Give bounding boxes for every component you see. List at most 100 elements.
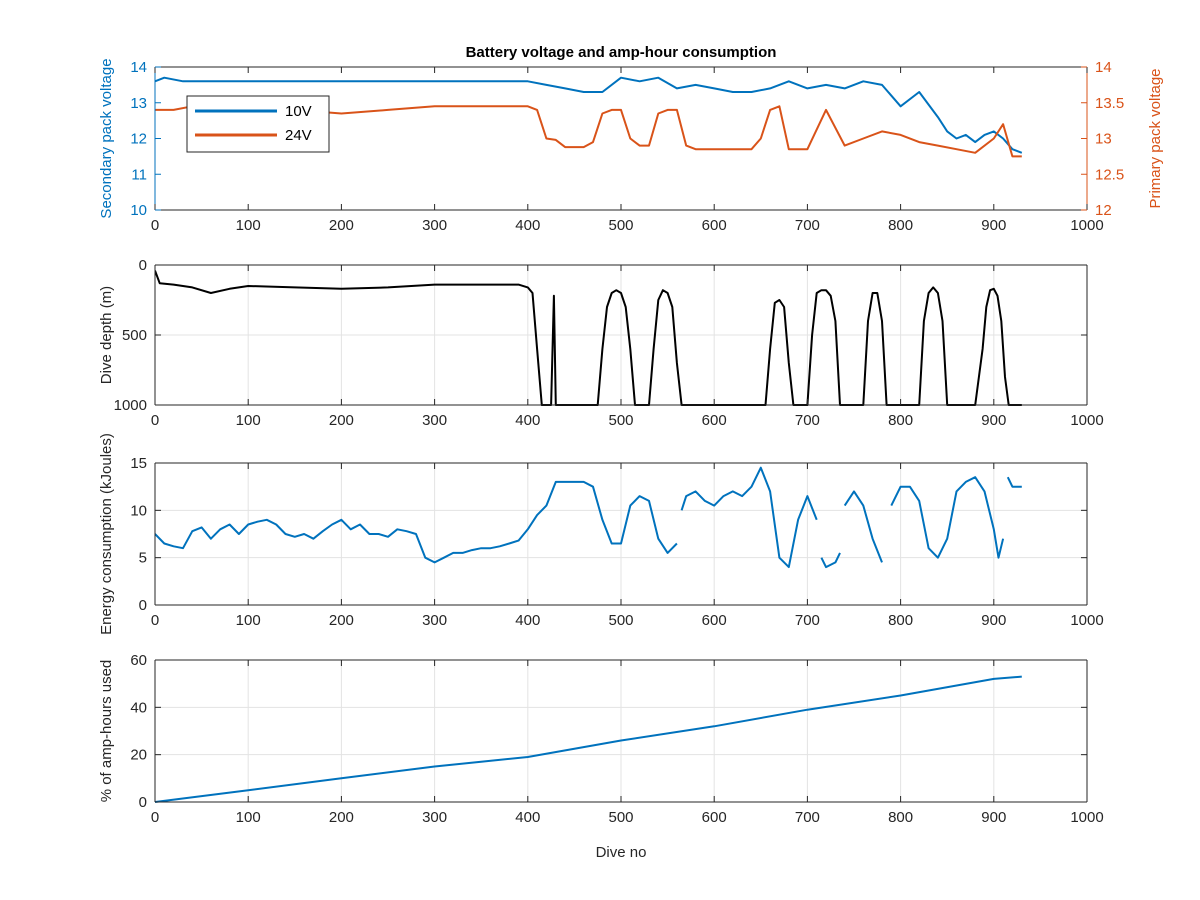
plot-panel-1: 0 100 200 300 400 500 600 700 800 900 1000 10 11 12 13… — [98, 58, 1164, 234]
x-tick-label: 300 — [422, 809, 447, 826]
x-tick: 0 — [151, 463, 159, 629]
x-tick-label: 900 — [981, 217, 1006, 234]
x-tick: 100 — [236, 265, 261, 429]
x-tick-label: 500 — [608, 217, 633, 234]
y-tick: 0 — [139, 794, 1087, 811]
y-tick: 11 — [131, 166, 161, 183]
x-tick: 700 — [795, 265, 820, 429]
x-tick: 300 — [422, 67, 447, 234]
x-tick: 800 — [888, 67, 913, 234]
y-tick-label: 1000 — [114, 397, 147, 414]
x-tick: 900 — [981, 660, 1006, 826]
x-tick: 200 — [329, 660, 354, 826]
x-tick-label: 300 — [422, 412, 447, 429]
figure-title: Battery voltage and amp-hour consumption — [466, 44, 777, 61]
y-right-tick-label: 14 — [1095, 59, 1112, 76]
x-tick-label: 600 — [702, 809, 727, 826]
x-tick: 700 — [795, 67, 820, 234]
x-tick-label: 800 — [888, 217, 913, 234]
x-tick-label: 100 — [236, 412, 261, 429]
x-tick: 100 — [236, 660, 261, 826]
x-tick-label: 400 — [515, 809, 540, 826]
x-tick: 400 — [515, 265, 540, 429]
x-tick: 700 — [795, 463, 820, 629]
x-tick-label: 700 — [795, 217, 820, 234]
x-tick: 0 — [151, 265, 159, 429]
x-tick-label: 1000 — [1070, 809, 1103, 826]
y-tick-label: 0 — [139, 257, 147, 274]
y-right-tick: 12.5 — [1081, 166, 1124, 183]
x-tick: 300 — [422, 265, 447, 429]
x-tick-label: 400 — [515, 217, 540, 234]
x-tick-label: 600 — [702, 612, 727, 629]
x-tick: 900 — [981, 67, 1006, 234]
x-tick-label: 200 — [329, 809, 354, 826]
x-tick: 700 — [795, 660, 820, 826]
y-tick: 20 — [130, 747, 1087, 764]
x-tick: 300 — [422, 463, 447, 629]
legend-label: 10V — [285, 103, 312, 120]
y-right-tick-label: 13 — [1095, 131, 1112, 148]
x-tick-label: 1000 — [1070, 412, 1103, 429]
y-tick: 0 — [139, 597, 1087, 614]
x-tick: 500 — [608, 463, 634, 629]
x-tick-label: 700 — [795, 612, 820, 629]
y-tick-label: 11 — [131, 166, 147, 183]
x-tick: 300 — [422, 660, 447, 826]
x-tick-label: 1000 — [1070, 612, 1103, 629]
x-tick-label: 900 — [981, 612, 1006, 629]
x-tick: 600 — [702, 265, 727, 429]
x-tick: 600 — [702, 463, 727, 629]
x-tick: 800 — [888, 265, 913, 429]
x-tick: 1000 — [1070, 660, 1104, 826]
x-tick-label: 700 — [795, 809, 820, 826]
x-tick: 900 — [981, 463, 1006, 629]
y-tick-label: 0 — [139, 794, 147, 811]
series-line-data — [155, 466, 1022, 569]
y-axis-label: Secondary pack voltage — [98, 58, 115, 218]
y-tick: 40 — [130, 699, 1087, 716]
x-tick: 0 — [151, 67, 159, 234]
x-tick-label: 400 — [515, 612, 540, 629]
x-tick: 400 — [515, 67, 540, 234]
x-tick: 0 — [151, 660, 159, 826]
plot-panel-2: 0 100 200 300 400 500 600 700 800 900 100005001000… — [98, 257, 1104, 429]
y-right-axis-label: Primary pack voltage — [1147, 68, 1164, 208]
y-right-tick: 13 — [1081, 131, 1112, 148]
y-tick-label: 15 — [130, 455, 147, 472]
y-tick: 60 — [130, 652, 1087, 669]
x-tick-label: 800 — [888, 612, 913, 629]
x-tick: 500 — [608, 265, 634, 429]
y-tick: 0 — [139, 257, 1087, 274]
x-tick-label: 800 — [888, 412, 913, 429]
x-tick-label: 100 — [236, 809, 261, 826]
x-tick-label: 200 — [329, 612, 354, 629]
x-tick-label: 100 — [236, 217, 261, 234]
x-tick-label: 900 — [981, 412, 1006, 429]
x-tick-label: 500 — [608, 612, 633, 629]
y-tick: 1000 — [114, 397, 1087, 414]
y-right-tick: 14 — [1081, 59, 1112, 76]
x-tick-label: 900 — [981, 809, 1006, 826]
x-tick-label: 0 — [151, 217, 159, 234]
x-tick: 900 — [981, 265, 1006, 429]
x-tick: 200 — [329, 67, 354, 234]
y-right-tick-label: 13.5 — [1095, 95, 1124, 112]
x-tick: 1000 — [1070, 463, 1104, 629]
x-tick-label: 300 — [422, 217, 447, 234]
y-axis-label: Energy consumption (kJoules) — [98, 433, 115, 635]
y-tick-label: 40 — [130, 699, 147, 716]
y-tick-label: 13 — [130, 95, 147, 112]
x-tick-label: 800 — [888, 809, 913, 826]
x-tick-label: 1000 — [1070, 217, 1103, 234]
x-tick-label: 500 — [608, 412, 633, 429]
x-tick-label: 600 — [702, 412, 727, 429]
legend-box — [186, 95, 330, 153]
x-tick-label: 200 — [329, 217, 354, 234]
x-tick-label: 100 — [236, 612, 261, 629]
x-tick-label: 0 — [151, 809, 159, 826]
x-tick: 500 — [608, 67, 634, 234]
x-tick: 100 — [236, 463, 261, 629]
